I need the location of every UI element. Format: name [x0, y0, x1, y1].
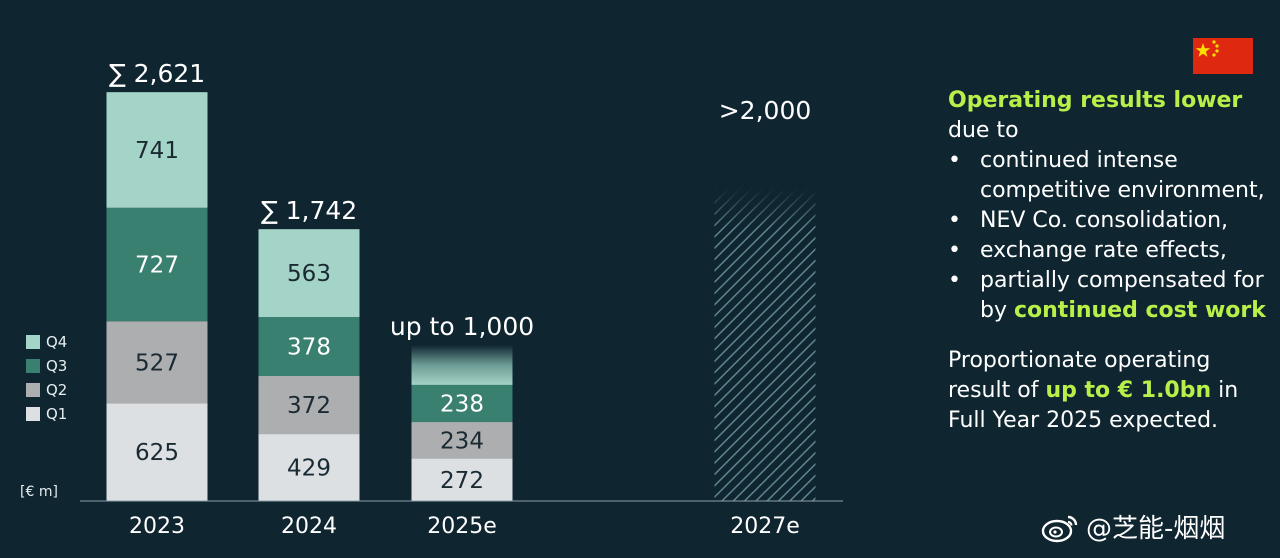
- bar-segment-q1-2024: [258, 434, 360, 501]
- reason-list: • continued intense competitive environme…: [948, 146, 1268, 326]
- category-label-2025e: 2025e: [427, 514, 497, 539]
- reason-item: • exchange rate effects,: [948, 236, 1268, 266]
- bullet-icon: •: [948, 208, 961, 233]
- reason-item: • NEV Co. consolidation,: [948, 206, 1268, 236]
- reason-text: partially compensated for by: [980, 268, 1264, 323]
- data-label-q1-2023: 625: [135, 440, 179, 466]
- reason-text: continued intense competitive environmen…: [980, 148, 1265, 203]
- unit-label: [€ m]: [20, 484, 58, 500]
- data-label-q2-2025e: 234: [440, 428, 484, 454]
- data-label-q1-2025e: 272: [440, 468, 484, 494]
- data-label-q1-2024: 429: [287, 456, 331, 482]
- total-label-2024: ∑ 1,742: [261, 196, 357, 225]
- projected-bar-fade-2027e: [714, 188, 816, 229]
- legend-swatch-q2: [26, 383, 40, 397]
- legend-label-q2: Q2: [46, 381, 68, 399]
- bar-segment-q2-2025e: [411, 422, 513, 459]
- panel-headline: Operating results lower due to: [948, 86, 1268, 146]
- data-label-q3-2023: 727: [135, 253, 179, 279]
- legend-item-q2: Q2: [26, 378, 67, 402]
- bullet-icon: •: [948, 268, 961, 293]
- reason-item: • continued intense competitive environme…: [948, 146, 1268, 206]
- total-label-2023: ∑ 2,621: [109, 59, 205, 88]
- bar-segment-q4-2024: [258, 229, 360, 318]
- data-label-q3-2024: 378: [287, 335, 331, 361]
- china-flag-icon: [1193, 38, 1253, 74]
- headline-rest: due to: [948, 118, 1019, 143]
- bullet-icon: •: [948, 238, 961, 263]
- category-label-2023: 2023: [129, 514, 185, 539]
- bar-segment-q1-2023: [106, 403, 208, 501]
- legend-swatch-q3: [26, 359, 40, 373]
- bar-segment-q2-2024: [258, 376, 360, 435]
- summary-pre: Proportionate operating result of: [948, 348, 1211, 403]
- reason-text: NEV Co. consolidation,: [980, 208, 1229, 233]
- category-label-2027e: 2027e: [730, 514, 800, 539]
- summary-text: Proportionate operating result of up to …: [948, 346, 1268, 436]
- legend-label-q1: Q1: [46, 405, 68, 423]
- data-label-q4-2023: 741: [135, 138, 179, 164]
- legend-item-q4: Q4: [26, 330, 67, 354]
- headline-highlight: Operating results lower: [948, 88, 1243, 113]
- bar-segment-q1-2025e: [411, 458, 513, 501]
- legend-swatch-q1: [26, 407, 40, 421]
- legend: Q4 Q3 Q2 Q1: [26, 330, 67, 426]
- weibo-icon: [1041, 515, 1078, 542]
- legend-label-q3: Q3: [46, 357, 68, 375]
- total-label-2027e: >2,000: [719, 96, 812, 125]
- legend-item-q1: Q1: [26, 402, 67, 426]
- bar-segment-q4-2023: [106, 92, 208, 208]
- summary-post: in Full Year 2025 expected.: [948, 378, 1239, 433]
- legend-swatch-q4: [26, 335, 40, 349]
- summary-highlight: up to € 1.0bn: [1045, 378, 1212, 403]
- total-label-2025e: up to 1,000: [390, 312, 534, 341]
- projected-topup-2025e: [411, 344, 513, 385]
- category-label-2024: 2024: [281, 514, 337, 539]
- data-label-q4-2024: 563: [287, 261, 331, 287]
- watermark: @芝能-烟烟: [1040, 508, 1225, 545]
- projected-bar-2027e: [714, 188, 816, 501]
- bar-segment-q3-2023: [106, 207, 208, 322]
- data-label-q2-2023: 527: [135, 350, 179, 376]
- reason-item: • partially compensated for by continued …: [948, 266, 1268, 326]
- watermark-text: @芝能-烟烟: [1086, 514, 1226, 544]
- bar-segment-q3-2024: [258, 317, 360, 377]
- legend-label-q4: Q4: [46, 333, 68, 351]
- legend-item-q3: Q3: [26, 354, 67, 378]
- reason-text: exchange rate effects,: [980, 238, 1227, 263]
- data-label-q2-2024: 372: [287, 393, 331, 419]
- stacked-bar-chart: 625 527 727 741 ∑ 2,621 2023 429 372 378 563 ∑ 1,7…: [80, 59, 843, 539]
- commentary-panel: Operating results lower due to • continue…: [948, 86, 1268, 436]
- bullet-icon: •: [948, 148, 961, 173]
- bar-segment-q2-2023: [106, 321, 208, 404]
- bar-segment-q3-2025e: [411, 384, 513, 423]
- data-label-q3-2025e: 238: [440, 391, 484, 417]
- reason-highlight: continued cost work: [1013, 298, 1266, 323]
